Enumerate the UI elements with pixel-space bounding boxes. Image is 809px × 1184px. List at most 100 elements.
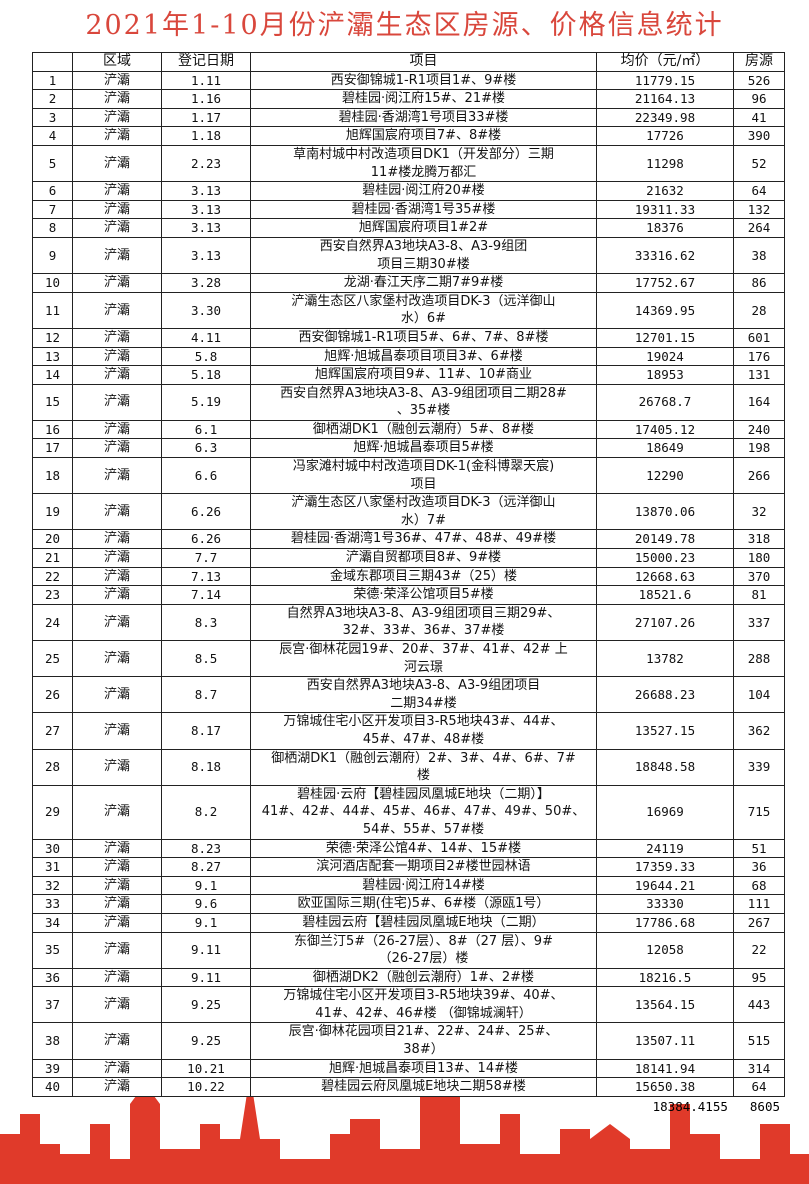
date-cell: 6.6 bbox=[161, 457, 251, 495]
date-cell: 3.13 bbox=[161, 218, 251, 238]
table-row: 39 浐灞 10.21 旭辉·旭城昌泰项目13#、14#楼 18141.94 314 bbox=[32, 1058, 785, 1079]
project-cell: 西安自然界A3地块A3-8、A3-9组团项目 二期34#楼 bbox=[250, 676, 597, 714]
header-units: 房源 bbox=[733, 52, 785, 72]
table-row: 18 浐灞 6.6 冯家滩村城中村改造项目DK-1(金科博翠天宸) 项目 12290 26… bbox=[32, 457, 785, 495]
region-cell: 浐灞 bbox=[72, 639, 162, 678]
table-row: 23 浐灞 7.14 荣德·荣泽公馆项目5#楼 18521.6 81 bbox=[32, 585, 785, 605]
project-cell: 碧桂园·阅江府15#、21#楼 bbox=[250, 89, 597, 109]
region-cell: 浐灞 bbox=[72, 365, 162, 385]
region-cell: 浐灞 bbox=[72, 603, 162, 642]
row-index: 29 bbox=[32, 784, 73, 840]
project-cell: 御栖湖DK1（融创云潮府）5#、8#楼 bbox=[250, 419, 597, 440]
date-cell: 8.5 bbox=[161, 639, 251, 678]
row-index: 18 bbox=[32, 457, 73, 495]
units-cell: 370 bbox=[733, 566, 785, 587]
row-index: 20 bbox=[32, 529, 73, 550]
date-cell: 1.17 bbox=[161, 107, 251, 128]
units-cell: 526 bbox=[733, 70, 785, 91]
table-row: 38 浐灞 9.25 辰宫·御林花园项目21#、22#、24#、25#、 38#） 13… bbox=[32, 1022, 785, 1060]
units-cell: 288 bbox=[733, 639, 785, 678]
units-cell: 38 bbox=[733, 236, 785, 275]
row-index: 22 bbox=[32, 566, 73, 587]
table-row: 4 浐灞 1.18 旭辉国宸府项目7#、8#楼 17726 390 bbox=[32, 126, 785, 146]
region-cell: 浐灞 bbox=[72, 585, 162, 605]
region-cell: 浐灞 bbox=[72, 1058, 162, 1079]
row-index: 35 bbox=[32, 931, 73, 969]
region-cell: 浐灞 bbox=[72, 457, 162, 495]
table-row: 40 浐灞 10.22 碧桂园云府凤凰城E地块二期58#楼 15650.38 64 bbox=[32, 1077, 785, 1097]
table-row: 33 浐灞 9.6 欧亚国际三期(住宅)5#、6#楼（源瓯1号） 33330 111 bbox=[32, 894, 785, 914]
units-cell: 267 bbox=[733, 912, 785, 933]
row-index: 6 bbox=[32, 181, 73, 201]
header-project: 项目 bbox=[250, 52, 597, 72]
date-cell: 9.25 bbox=[161, 1022, 251, 1060]
project-cell: 浐灞生态区八家堡村改造项目DK-3（远洋御山 水）7# bbox=[250, 493, 597, 531]
date-cell: 8.27 bbox=[161, 857, 251, 877]
avg-price-cell: 11298 bbox=[596, 144, 734, 183]
avg-price-cell: 17359.33 bbox=[596, 857, 734, 877]
avg-price-cell: 16969 bbox=[596, 784, 734, 840]
row-index: 17 bbox=[32, 438, 73, 459]
project-cell: 荣德·荣泽公馆4#、14#、15#楼 bbox=[250, 838, 597, 859]
avg-price-cell: 21632 bbox=[596, 181, 734, 201]
project-cell: 自然界A3地块A3-8、A3-9组团项目三期29#、 32#、33#、36#、3… bbox=[250, 603, 597, 642]
project-cell: 旭辉国宸府项目9#、11#、10#商业 bbox=[250, 365, 597, 385]
date-cell: 5.19 bbox=[161, 383, 251, 421]
region-cell: 浐灞 bbox=[72, 857, 162, 877]
header-index bbox=[32, 52, 73, 72]
row-index: 39 bbox=[32, 1058, 73, 1079]
header-avg-price: 均价（元/㎡） bbox=[596, 52, 734, 72]
project-cell: 欧亚国际三期(住宅)5#、6#楼（源瓯1号） bbox=[250, 894, 597, 914]
table-row: 13 浐灞 5.8 旭辉·旭城昌泰项目项目3#、6#楼 19024 176 bbox=[32, 346, 785, 367]
units-cell: 264 bbox=[733, 218, 785, 238]
date-cell: 9.1 bbox=[161, 875, 251, 896]
table-row: 5 浐灞 2.23 草南村城中村改造项目DK1（开发部分）三期 11#楼龙腾万都汇 11… bbox=[32, 144, 785, 183]
project-cell: 浐灞自贸都项目8#、9#楼 bbox=[250, 548, 597, 568]
units-cell: 240 bbox=[733, 419, 785, 440]
project-cell: 辰宫·御林花园19#、20#、37#、41#、42# 上 河云璟 bbox=[250, 639, 597, 678]
header-date: 登记日期 bbox=[161, 52, 251, 72]
units-cell: 36 bbox=[733, 857, 785, 877]
avg-price-cell: 12668.63 bbox=[596, 566, 734, 587]
units-cell: 32 bbox=[733, 493, 785, 531]
units-cell: 390 bbox=[733, 126, 785, 146]
units-cell: 64 bbox=[733, 181, 785, 201]
row-index: 33 bbox=[32, 894, 73, 914]
row-index: 4 bbox=[32, 126, 73, 146]
date-cell: 8.17 bbox=[161, 712, 251, 750]
date-cell: 9.11 bbox=[161, 931, 251, 969]
region-cell: 浐灞 bbox=[72, 967, 162, 988]
project-cell: 荣德·荣泽公馆项目5#楼 bbox=[250, 585, 597, 605]
units-cell: 362 bbox=[733, 712, 785, 750]
table-row: 19 浐灞 6.26 浐灞生态区八家堡村改造项目DK-3（远洋御山 水）7# 13870… bbox=[32, 493, 785, 531]
table-row: 10 浐灞 3.28 龙湖·春江天序二期7#9#楼 17752.67 86 bbox=[32, 273, 785, 293]
project-cell: 辰宫·御林花园项目21#、22#、24#、25#、 38#） bbox=[250, 1022, 597, 1060]
units-cell: 515 bbox=[733, 1022, 785, 1060]
units-cell: 715 bbox=[733, 784, 785, 840]
avg-price-cell: 13527.15 bbox=[596, 712, 734, 750]
units-cell: 51 bbox=[733, 838, 785, 859]
units-cell: 96 bbox=[733, 89, 785, 109]
date-cell: 6.1 bbox=[161, 419, 251, 440]
date-cell: 3.13 bbox=[161, 236, 251, 275]
date-cell: 5.8 bbox=[161, 346, 251, 367]
date-cell: 3.13 bbox=[161, 199, 251, 220]
summary-total-units: 8605 bbox=[749, 1098, 780, 1114]
row-index: 31 bbox=[32, 857, 73, 877]
region-cell: 浐灞 bbox=[72, 529, 162, 550]
row-index: 16 bbox=[32, 419, 73, 440]
avg-price-cell: 26688.23 bbox=[596, 676, 734, 714]
table-header-row: 区域 登记日期 项目 均价（元/㎡） 房源 bbox=[32, 52, 785, 72]
table-row: 3 浐灞 1.17 碧桂园·香湖湾1号项目33#楼 22349.98 41 bbox=[32, 107, 785, 128]
avg-price-cell: 13507.11 bbox=[596, 1022, 734, 1060]
units-cell: 52 bbox=[733, 144, 785, 183]
units-cell: 41 bbox=[733, 107, 785, 128]
row-index: 14 bbox=[32, 365, 73, 385]
row-index: 7 bbox=[32, 199, 73, 220]
project-cell: 旭辉·旭城昌泰项目13#、14#楼 bbox=[250, 1058, 597, 1079]
region-cell: 浐灞 bbox=[72, 181, 162, 201]
region-cell: 浐灞 bbox=[72, 107, 162, 128]
project-cell: 御栖湖DK2（融创云潮府）1#、2#楼 bbox=[250, 967, 597, 988]
date-cell: 10.21 bbox=[161, 1058, 251, 1079]
row-index: 27 bbox=[32, 712, 73, 750]
